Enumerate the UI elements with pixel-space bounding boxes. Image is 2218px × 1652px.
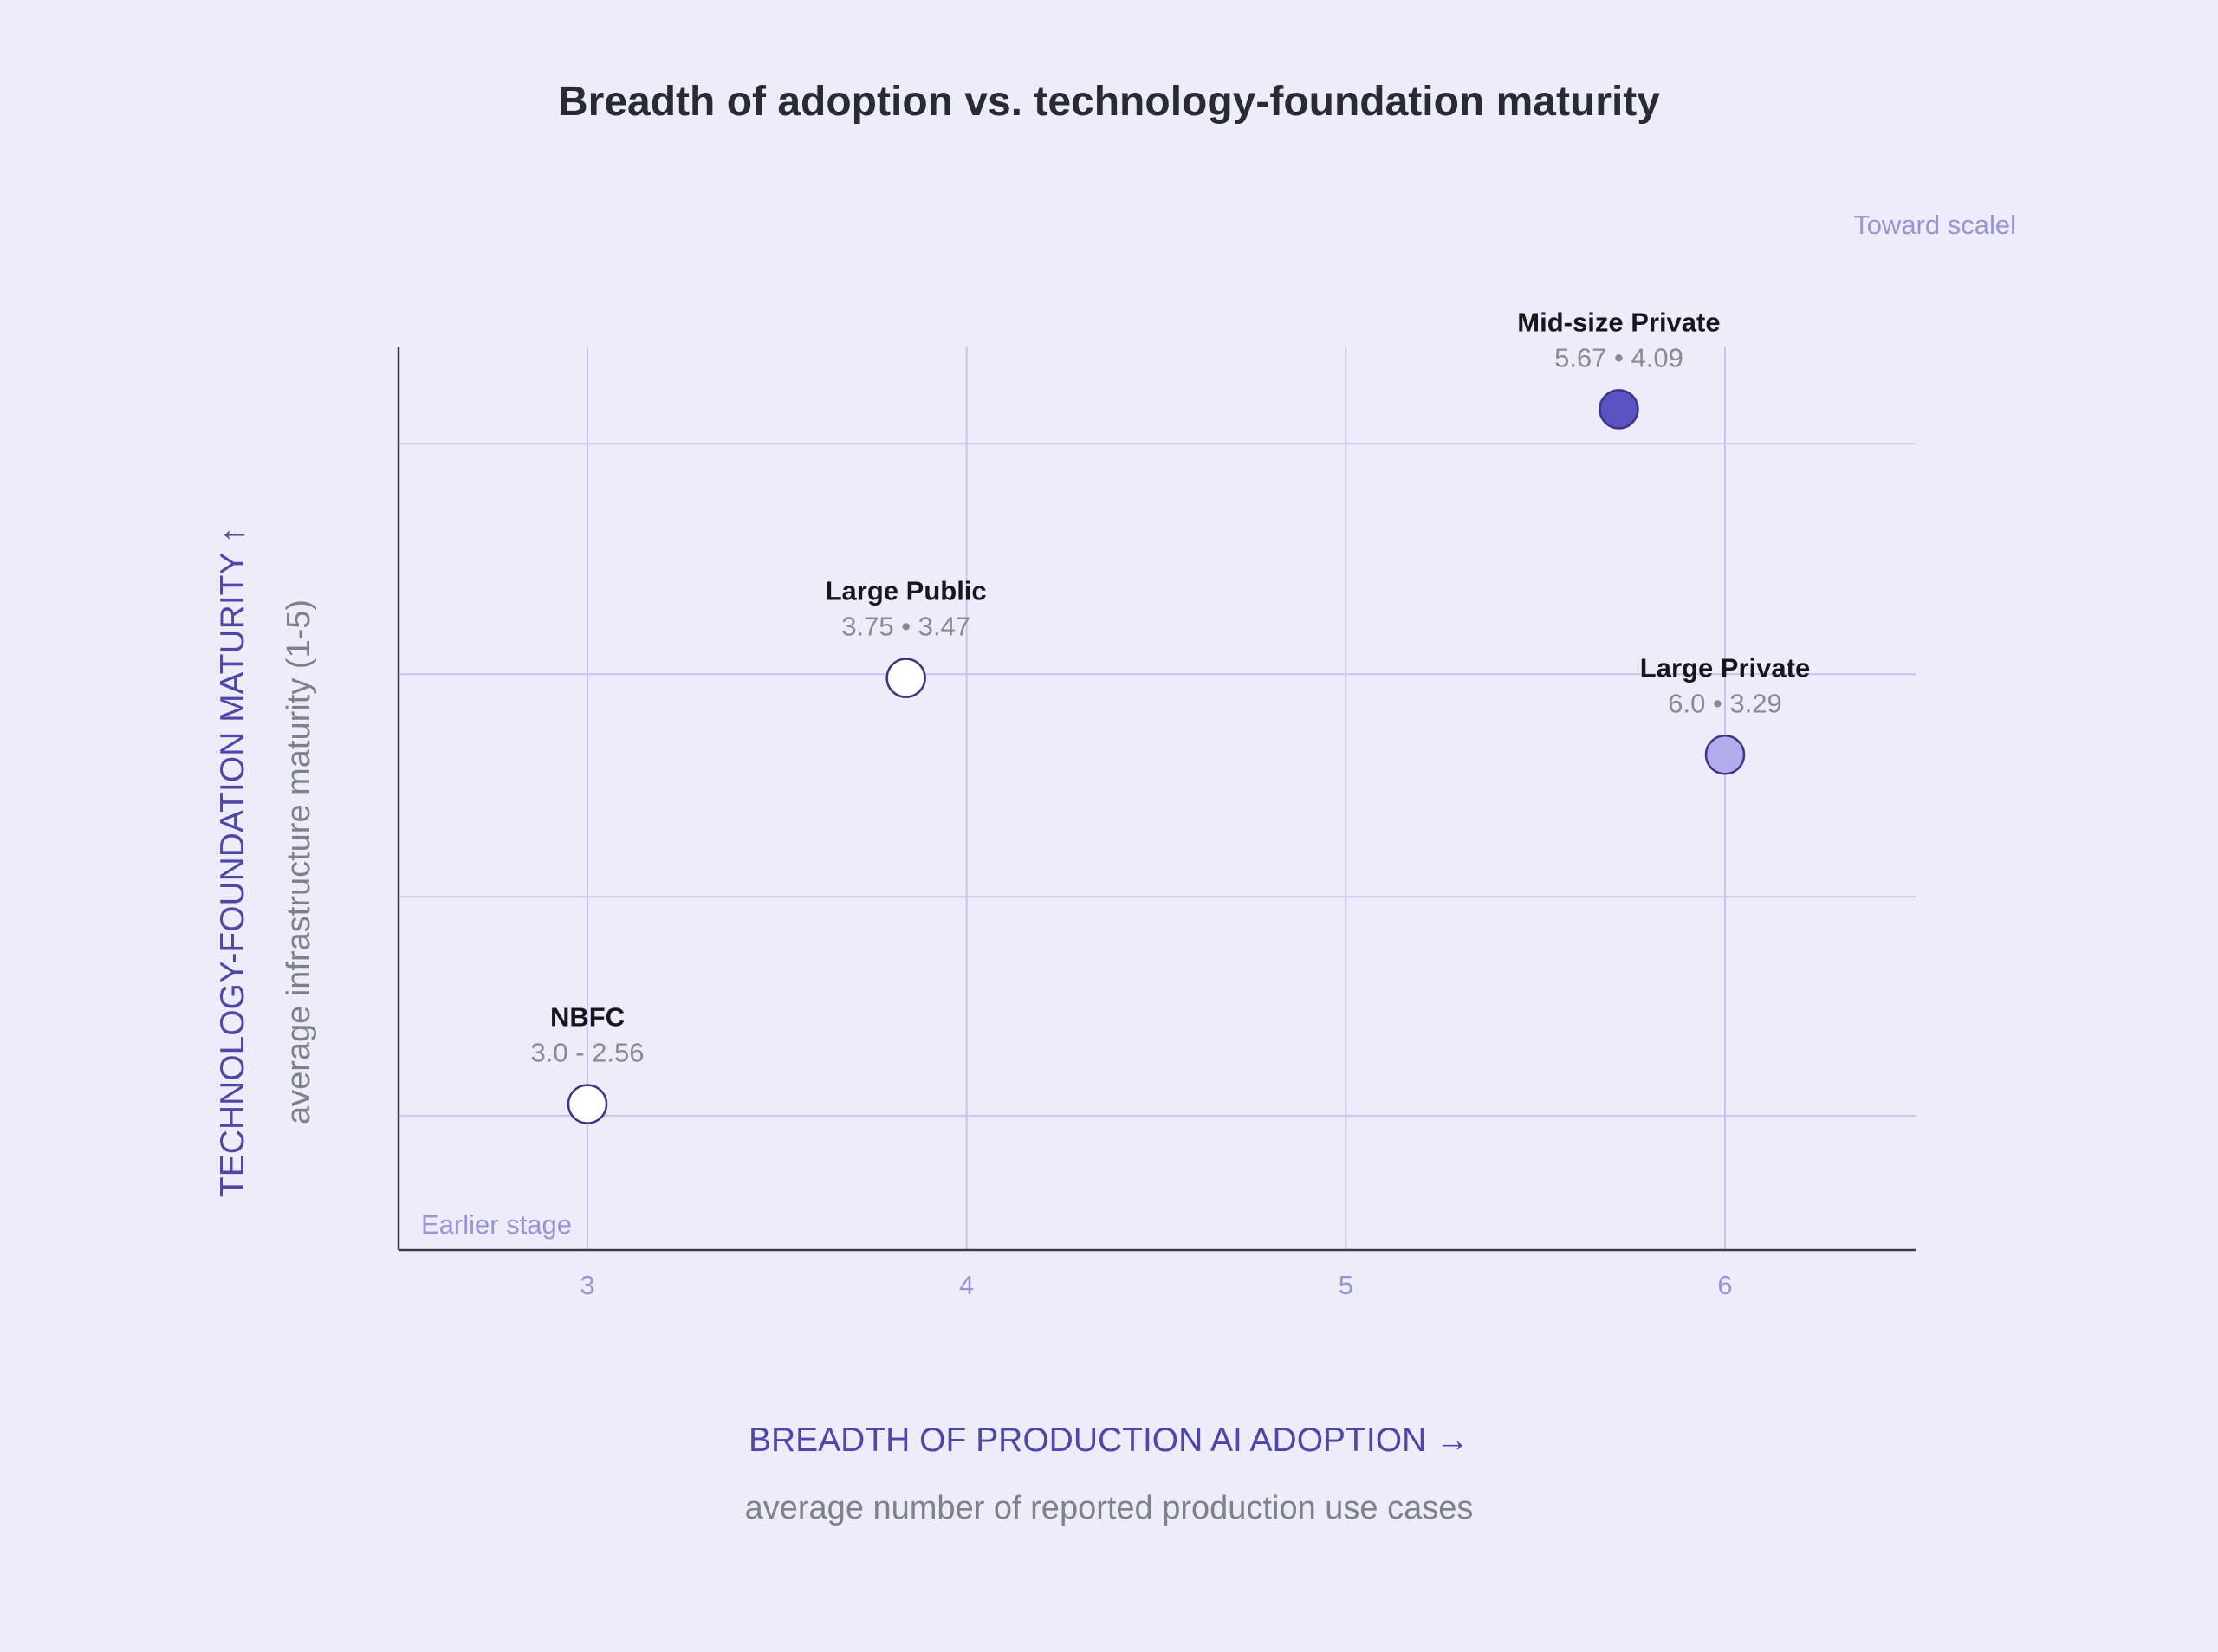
x-tick-label: 5	[1339, 1270, 1353, 1300]
grid-lines	[399, 347, 1916, 1250]
y-axis-title: TECHNOLOGY-FOUNDATION MATURITY ↑	[214, 527, 251, 1197]
point-name-label: Large Public	[826, 576, 987, 606]
corner-label-bottom-left: Earlier stage	[421, 1209, 572, 1240]
point-marker	[567, 1084, 608, 1124]
point-name-label: Large Private	[1640, 652, 1810, 683]
x-axis-subtitle: average number of reported production us…	[745, 1490, 1474, 1526]
point-marker	[1599, 389, 1639, 430]
y-axis-subtitle: average infrastructure maturity (1-5)	[281, 599, 317, 1124]
data-point: Large Private 6.0 • 3.29	[1640, 652, 1810, 775]
corner-label-top-right: Toward scalel	[1853, 210, 2016, 240]
x-tick-label: 4	[959, 1270, 974, 1300]
point-value-label: 3.75 • 3.47	[841, 612, 970, 642]
point-name-label: Mid-size Private	[1517, 307, 1720, 337]
x-tick-labels: 3 4 5 6	[580, 1270, 1732, 1300]
data-point: Mid-size Private 5.67 • 4.09	[1517, 307, 1721, 430]
point-value-label: 5.67 • 4.09	[1554, 342, 1683, 373]
point-marker	[885, 658, 926, 698]
data-point: NBFC 3.0 - 2.56	[531, 1002, 645, 1124]
point-value-label: 3.0 - 2.56	[531, 1038, 645, 1068]
x-tick-label: 3	[580, 1270, 594, 1300]
chart-title: Breadth of adoption vs. technology-found…	[558, 79, 1660, 125]
point-value-label: 6.0 • 3.29	[1668, 688, 1782, 718]
point-name-label: NBFC	[550, 1002, 625, 1033]
data-point: Large Public 3.75 • 3.47	[826, 576, 987, 698]
data-points: NBFC 3.0 - 2.56 Large Public 3.75 • 3.47 Mid…	[531, 307, 1810, 1124]
x-tick-label: 6	[1717, 1270, 1732, 1300]
point-marker	[1704, 735, 1746, 775]
x-axis-title: BREADTH OF PRODUCTION AI ADOPTION →	[749, 1422, 1469, 1459]
